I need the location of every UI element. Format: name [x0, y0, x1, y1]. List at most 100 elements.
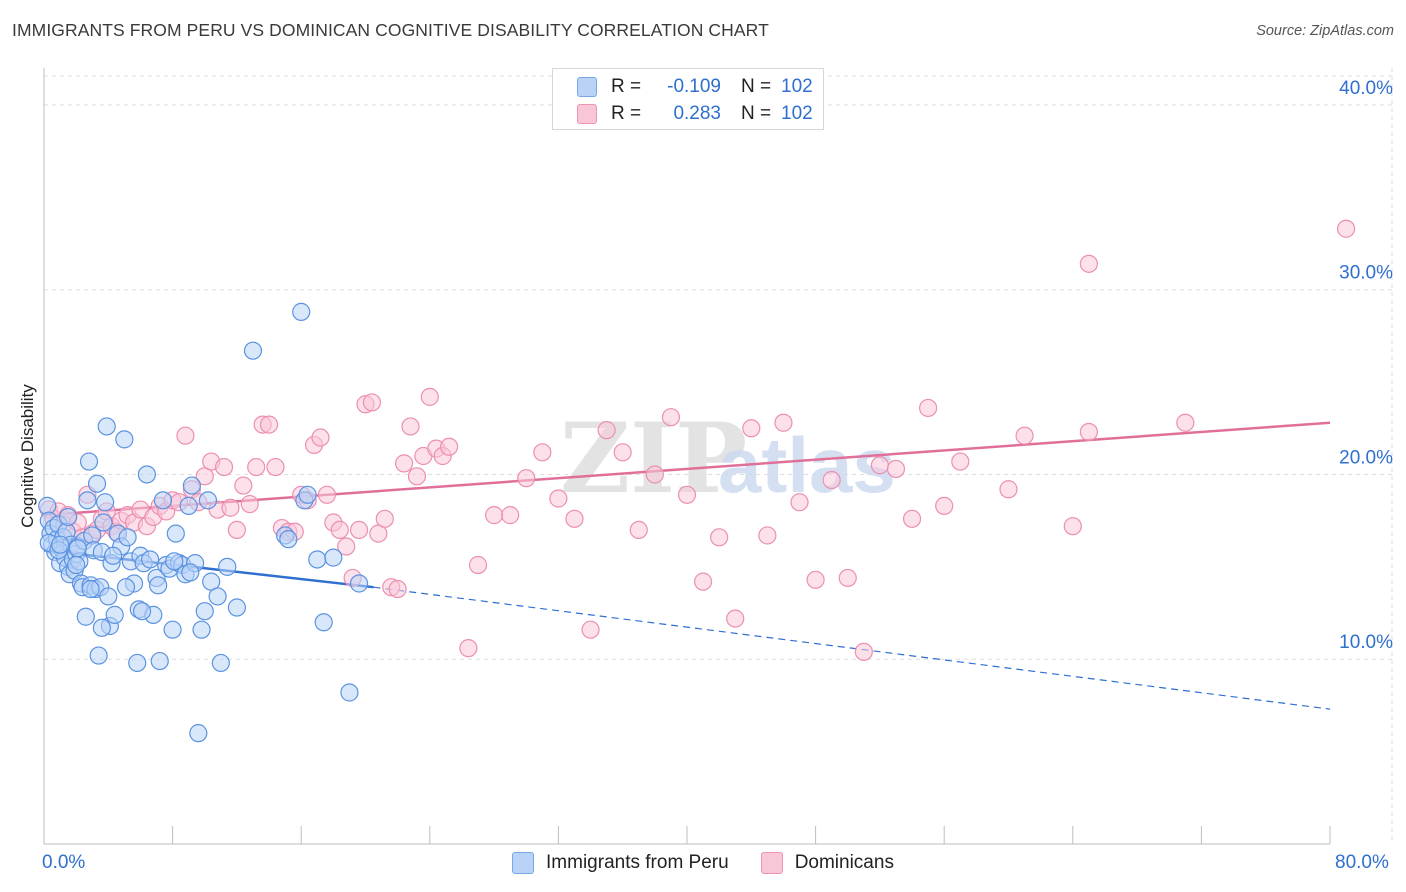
point-dominican: [854, 642, 873, 661]
point-dominican: [726, 609, 745, 628]
point-peru: [208, 587, 227, 606]
point-dominican: [317, 485, 337, 504]
point-dominican: [266, 457, 285, 477]
legend-r-value-dominicans: 0.283: [673, 103, 721, 124]
source-label: Source: ZipAtlas.com: [1256, 23, 1394, 39]
point-dominican: [806, 570, 825, 589]
point-dominican: [176, 426, 195, 445]
point-dominican: [234, 476, 253, 495]
point-dominican: [362, 393, 382, 412]
point-peru: [163, 620, 182, 639]
point-peru: [243, 341, 263, 360]
series-legend: Immigrants from Peru Dominicans: [0, 852, 1406, 874]
point-dominican: [1015, 426, 1034, 445]
trend-line-peru-extrapolated: [373, 586, 1331, 710]
point-dominican: [870, 456, 890, 475]
point-peru: [179, 496, 198, 515]
point-dominican: [677, 485, 697, 504]
chart-title: IMMIGRANTS FROM PERU VS DOMINICAN COGNIT…: [12, 20, 769, 40]
point-dominican: [439, 437, 459, 456]
point-peru: [87, 474, 107, 493]
point-peru: [105, 605, 124, 624]
y-tick-label: 30.0%: [1339, 263, 1393, 284]
y-tick-labels: 10.0% 20.0% 30.0% 40.0%: [1339, 78, 1393, 653]
point-dominican: [1176, 413, 1195, 432]
point-peru: [192, 620, 211, 639]
point-dominican: [999, 480, 1018, 499]
point-dominican: [227, 520, 246, 540]
point-peru: [132, 602, 152, 621]
point-dominican: [645, 465, 664, 484]
points-peru: [38, 302, 369, 743]
point-peru: [104, 546, 123, 565]
point-dominican: [485, 506, 504, 525]
legend-swatch-peru: [577, 77, 597, 97]
legend-r-value-peru: -0.109: [667, 76, 721, 97]
point-peru: [218, 557, 237, 576]
point-dominican: [710, 528, 729, 547]
point-peru: [128, 653, 147, 673]
point-peru: [181, 563, 200, 582]
legend-n-value-peru: 102: [781, 76, 813, 97]
trend-line-dominicans: [43, 421, 1331, 517]
point-dominican: [349, 520, 369, 540]
point-dominican: [1079, 422, 1098, 442]
point-peru: [76, 607, 95, 626]
point-dominican: [935, 496, 954, 515]
point-dominican: [401, 417, 420, 436]
point-peru: [340, 683, 359, 702]
legend-n-label: N =: [741, 76, 772, 97]
point-dominican: [565, 509, 584, 528]
point-dominican: [549, 489, 568, 508]
point-dominican: [247, 457, 266, 477]
point-dominican: [337, 537, 356, 556]
series-legend-item-peru[interactable]: Immigrants from Peru: [512, 852, 729, 874]
point-peru: [314, 613, 333, 632]
series-legend-item-dominicans[interactable]: Dominicans: [760, 852, 894, 874]
point-peru: [211, 653, 230, 673]
point-dominican: [693, 572, 713, 591]
y-tick-label: 20.0%: [1339, 447, 1393, 468]
point-dominican: [388, 579, 407, 599]
point-dominican: [1063, 517, 1082, 536]
watermark: ZIP atlas: [560, 402, 896, 515]
point-peru: [115, 430, 134, 449]
point-peru: [298, 485, 317, 504]
point-dominican: [661, 408, 681, 427]
watermark-zip: ZIP: [560, 402, 747, 515]
point-dominican: [838, 568, 857, 588]
y-axis-label: Cognitive Disability: [18, 384, 37, 528]
series-label-dominicans: Dominicans: [794, 852, 894, 873]
point-dominican: [774, 413, 793, 432]
point-dominican: [407, 467, 427, 486]
point-peru: [292, 302, 311, 321]
point-peru: [137, 465, 156, 484]
point-dominican: [533, 443, 552, 462]
series-label-peru: Immigrants from Peru: [546, 852, 729, 873]
point-peru: [79, 452, 99, 471]
legend-n-label: N =: [741, 103, 772, 124]
point-dominican: [517, 469, 536, 488]
correlation-legend: R = -0.109 N = 102 R = 0.283 N = 102: [552, 68, 824, 130]
legend-n-value-dominicans: 102: [781, 103, 813, 124]
point-dominican: [330, 520, 349, 540]
y-tick-label: 10.0%: [1339, 632, 1393, 653]
point-dominican: [758, 526, 777, 545]
point-peru: [349, 574, 369, 593]
point-peru: [116, 578, 136, 597]
point-peru: [227, 598, 246, 617]
axes: [43, 68, 1331, 845]
x-tick-label-min: 0.0%: [42, 852, 86, 873]
point-peru: [92, 618, 111, 637]
point-peru: [67, 555, 86, 575]
point-dominican: [613, 443, 632, 462]
point-peru: [78, 491, 97, 510]
point-peru: [150, 651, 169, 671]
point-peru: [149, 576, 168, 595]
point-peru: [166, 524, 185, 543]
point-peru: [118, 528, 137, 547]
point-dominican: [629, 520, 648, 540]
legend-r-label: R =: [611, 76, 642, 97]
point-peru: [182, 476, 201, 495]
